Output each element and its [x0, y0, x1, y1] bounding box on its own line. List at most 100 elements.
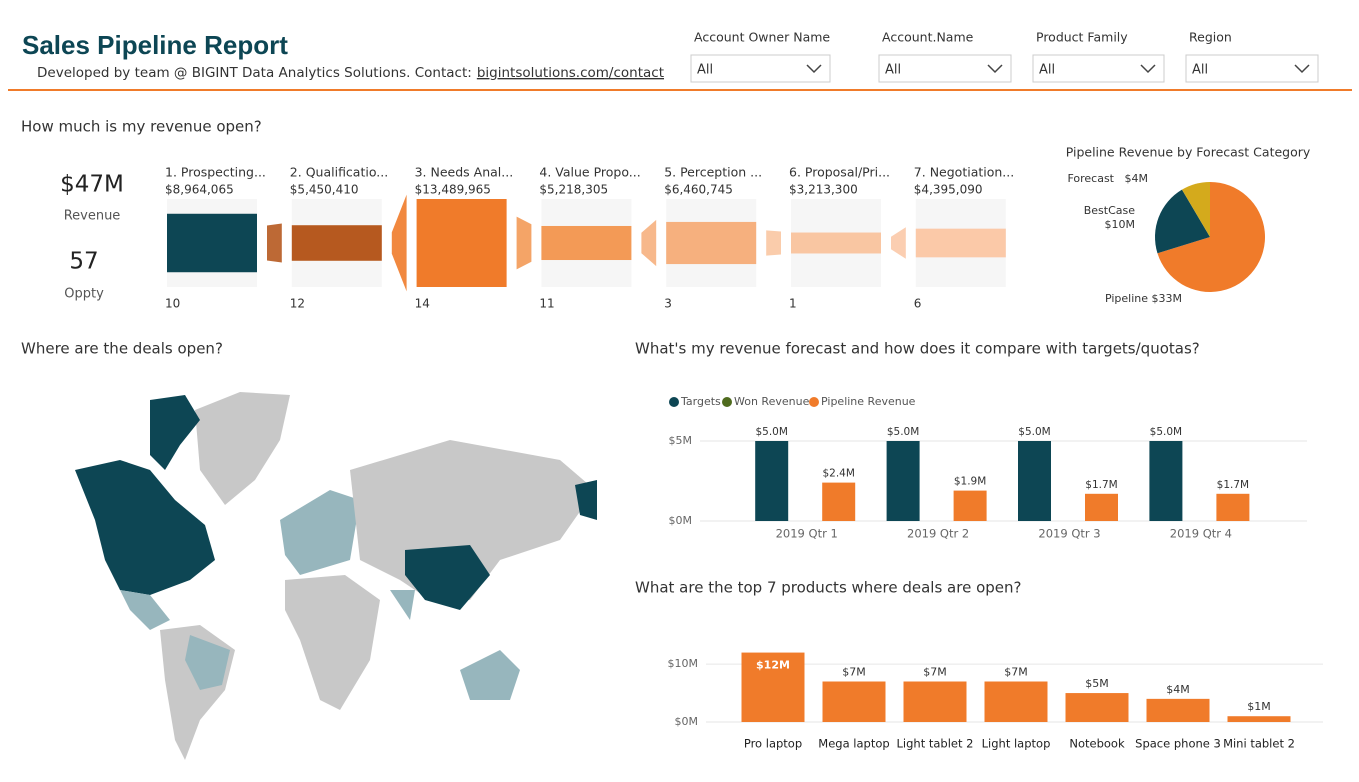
- x-tick-label: Light laptop: [982, 737, 1051, 751]
- legend-swatch: [722, 397, 732, 407]
- bar: [953, 490, 987, 521]
- x-tick-label: Pro laptop: [744, 737, 802, 751]
- data-label: $1.7M: [1085, 479, 1117, 491]
- funnel-connector: [766, 230, 781, 256]
- filter-dropdown[interactable]: [1032, 54, 1165, 83]
- funnel-connector: [516, 216, 532, 270]
- pie-slice: [1155, 189, 1210, 254]
- stage-amount: $5,218,305: [539, 183, 608, 197]
- bar: [1227, 716, 1291, 722]
- data-label: $2.4M: [822, 468, 854, 480]
- stage-name: 3. Needs Anal...: [415, 165, 514, 180]
- stage-name: 7. Negotiation...: [914, 165, 1014, 180]
- filter-value: All: [885, 63, 901, 78]
- data-label: $7M: [1004, 666, 1028, 679]
- stage-amount: $3,213,300: [789, 183, 858, 197]
- filter-dropdown[interactable]: [690, 54, 831, 83]
- bar: [1149, 441, 1183, 521]
- section-title: Where are the deals open?: [21, 340, 223, 358]
- world-map: [75, 392, 597, 760]
- filter-dropdown[interactable]: [1185, 54, 1319, 83]
- data-label: $1M: [1247, 700, 1271, 713]
- slice-label: $10M: [1105, 218, 1136, 231]
- bar: [886, 441, 920, 521]
- legend-label: Pipeline Revenue: [821, 395, 916, 408]
- bar: [822, 681, 886, 722]
- funnel-connector: [391, 194, 407, 292]
- funnel-bar: [666, 221, 757, 265]
- data-label: $4M: [1166, 683, 1190, 696]
- bar: [1018, 441, 1051, 521]
- chevron: [1294, 64, 1310, 74]
- europe: [280, 490, 360, 575]
- bar: [741, 652, 805, 722]
- slice-name: BestCase: [1084, 204, 1136, 217]
- filter-value: All: [1039, 63, 1055, 78]
- subtitle: Developed by team @ BIGINT Data Analytic…: [37, 65, 664, 81]
- stage-name: 2. Qualificatio...: [290, 165, 388, 180]
- pie-slice: [1181, 181, 1210, 237]
- stage-name: 5. Perception ...: [664, 165, 762, 180]
- data-label: $5.0M: [755, 426, 787, 438]
- greenland: [195, 392, 290, 505]
- data-label: $12M: [756, 659, 790, 672]
- filter-label: Region: [1189, 30, 1232, 45]
- bar: [822, 482, 856, 521]
- kpi-value: $47M: [60, 172, 124, 198]
- australia: [460, 650, 520, 700]
- data-label: $5.0M: [887, 426, 919, 438]
- filter-value: All: [1192, 63, 1208, 78]
- section-title: What's my revenue forecast and how does …: [635, 340, 1200, 358]
- data-label: $1.7M: [1217, 479, 1249, 491]
- kpi-label: Revenue: [64, 209, 121, 224]
- subtitle-text: Developed by team @ BIGINT Data Analytic…: [37, 65, 472, 81]
- bar: [1065, 693, 1129, 722]
- chevron: [806, 64, 822, 74]
- slice-name: Forecast: [1067, 172, 1114, 185]
- x-tick-label: 2019 Qtr 2: [907, 527, 969, 541]
- filter-value: All: [697, 63, 713, 78]
- funnel-bar: [167, 213, 257, 273]
- y-tick-label: $0M: [675, 715, 699, 728]
- chevron: [987, 64, 1003, 74]
- section-title: What are the top 7 products where deals …: [635, 579, 1021, 597]
- contact-link[interactable]: bigintsolutions.com/contact: [477, 65, 664, 81]
- kpi-value: 57: [69, 249, 98, 275]
- funnel-connector: [641, 219, 657, 267]
- data-label: $7M: [842, 666, 866, 679]
- section-title: How much is my revenue open?: [21, 118, 262, 136]
- y-tick-label: $5M: [669, 434, 693, 447]
- india: [390, 590, 415, 620]
- country: [575, 480, 597, 520]
- north-america: [75, 460, 215, 595]
- data-label: $5.0M: [1018, 426, 1050, 438]
- slice-name: Pipeline: [1105, 292, 1148, 305]
- kpi-label: Oppty: [64, 287, 104, 302]
- country: [150, 395, 200, 470]
- filter-label: Account Owner Name: [694, 30, 830, 45]
- x-tick-label: Mini tablet 2: [1223, 737, 1295, 751]
- legend-label: Targets: [680, 395, 721, 408]
- pie-slice: [1157, 182, 1265, 292]
- x-tick-label: Space phone 3: [1135, 737, 1221, 751]
- x-tick-label: Light tablet 2: [897, 737, 974, 751]
- x-tick-label: 2019 Qtr 4: [1170, 527, 1232, 541]
- bar: [755, 441, 789, 521]
- stage-name: 6. Proposal/Pri...: [789, 165, 890, 180]
- bar: [1146, 698, 1210, 722]
- stage-amount: $6,460,745: [664, 183, 733, 197]
- y-tick-label: $0M: [669, 514, 693, 527]
- africa: [285, 575, 380, 710]
- x-tick-label: 2019 Qtr 1: [776, 527, 838, 541]
- x-tick-label: Notebook: [1069, 737, 1125, 751]
- funnel-bar: [416, 199, 507, 287]
- report-title: Sales Pipeline Report: [22, 30, 288, 60]
- mexico: [120, 590, 170, 630]
- stage-count: 6: [914, 297, 922, 311]
- filter-dropdown[interactable]: [878, 54, 1012, 83]
- data-label: $5M: [1085, 677, 1109, 690]
- stage-amount: $4,395,090: [914, 183, 983, 197]
- stage-amount: $5,450,410: [290, 183, 359, 197]
- stage-count: 14: [415, 297, 430, 311]
- stage-amount: $8,964,065: [165, 183, 234, 197]
